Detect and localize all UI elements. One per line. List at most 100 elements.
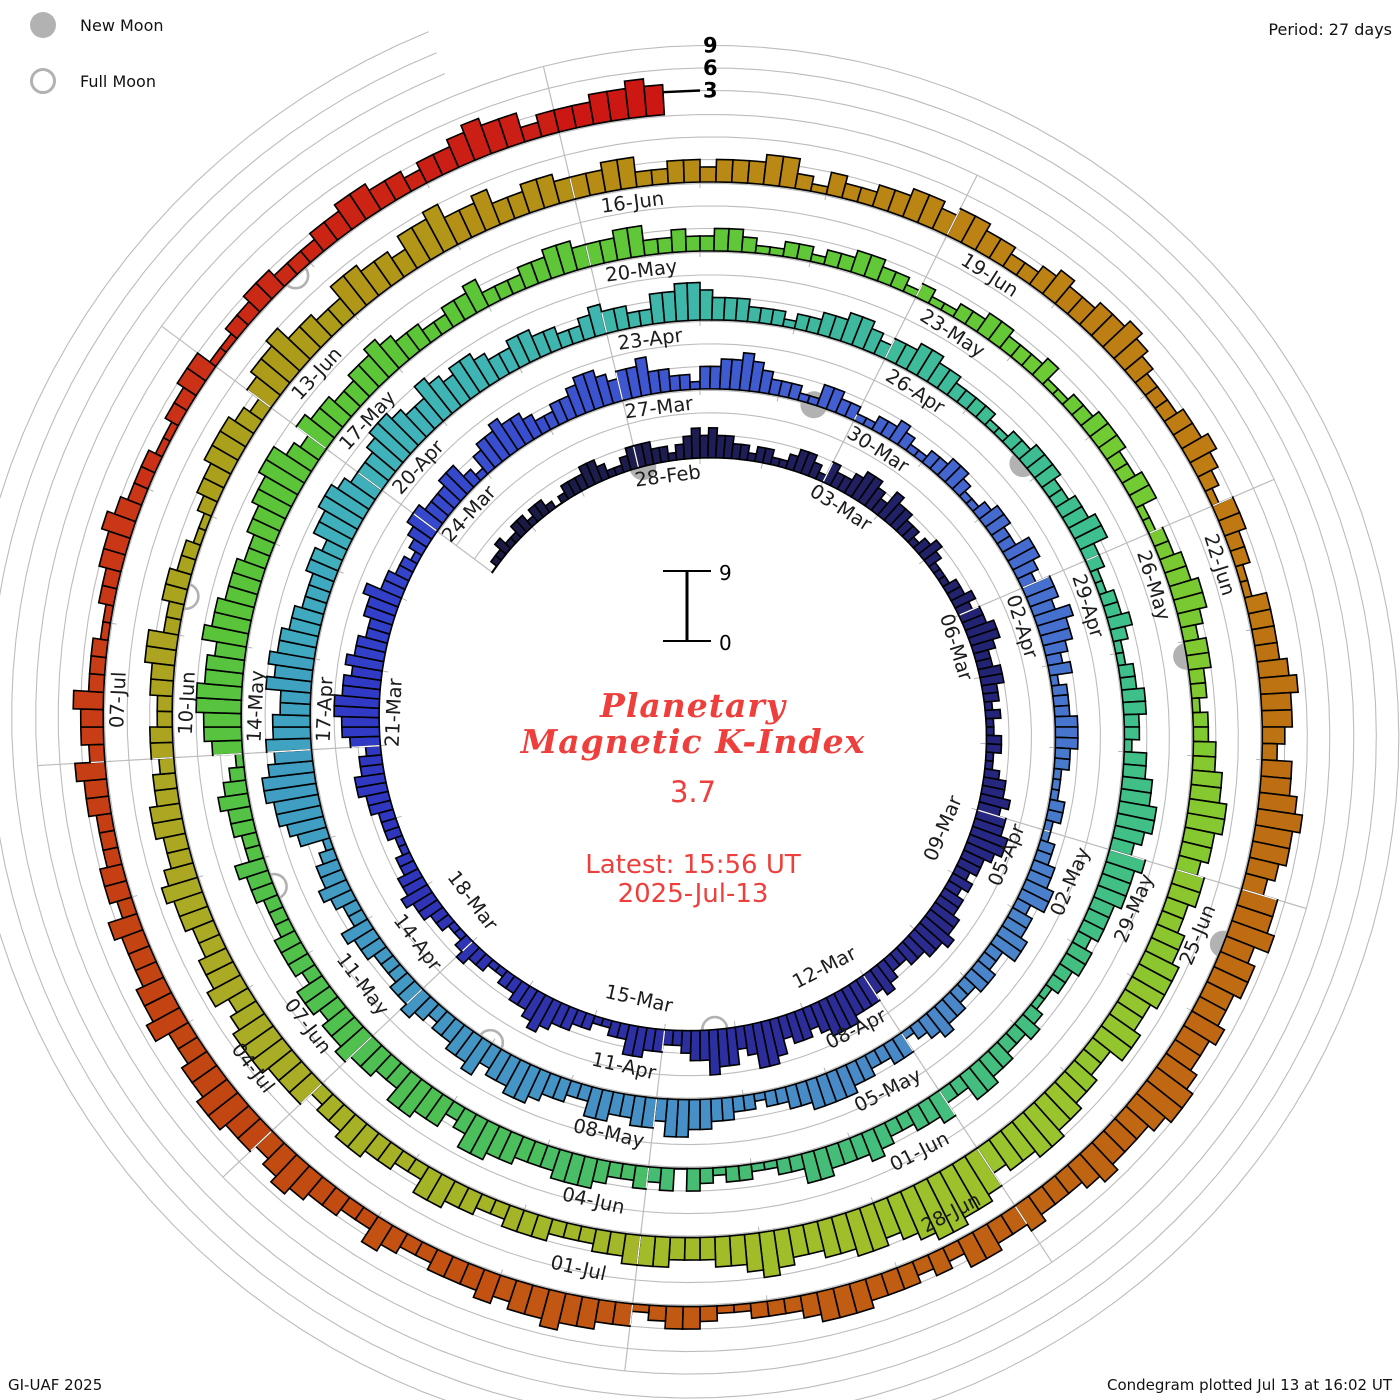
k-bar bbox=[962, 841, 996, 864]
day-tick bbox=[272, 1126, 277, 1131]
k-bar bbox=[145, 628, 180, 652]
k-bar bbox=[784, 1083, 803, 1110]
k-bar bbox=[955, 856, 982, 878]
k-bar bbox=[421, 203, 459, 254]
k-bar bbox=[882, 1037, 906, 1066]
gridline-bar-overlay bbox=[413, 513, 437, 532]
k-bar bbox=[516, 328, 542, 364]
gridline-bar-overlay bbox=[884, 339, 896, 359]
k-bar bbox=[98, 863, 128, 888]
k-bar bbox=[396, 867, 424, 889]
k-bar bbox=[405, 322, 432, 352]
k-bar bbox=[885, 1190, 920, 1241]
day-tick bbox=[1079, 560, 1085, 564]
day-tick bbox=[912, 297, 916, 303]
k-bar bbox=[462, 468, 482, 489]
k-bar bbox=[666, 159, 686, 185]
k-bar bbox=[982, 691, 1001, 703]
k-bar bbox=[508, 980, 531, 1006]
day-tick bbox=[378, 1211, 382, 1216]
k-bar bbox=[1176, 607, 1204, 629]
day-tick bbox=[1206, 506, 1212, 509]
day-tick bbox=[1009, 1019, 1015, 1024]
k-bar bbox=[459, 117, 493, 162]
day-tick bbox=[437, 531, 443, 536]
k-bar bbox=[917, 538, 944, 562]
k-bar bbox=[815, 1287, 841, 1323]
k-bar bbox=[922, 550, 943, 568]
k-bar bbox=[770, 308, 787, 328]
scale-label: 9 bbox=[703, 34, 718, 58]
k-bar bbox=[399, 987, 432, 1019]
k-bar bbox=[987, 320, 1015, 350]
day-tick bbox=[132, 895, 138, 898]
k-bar bbox=[728, 1233, 748, 1267]
k-bar bbox=[768, 246, 786, 258]
k-bar bbox=[1178, 840, 1213, 865]
k-bar bbox=[1097, 433, 1127, 461]
day-tick bbox=[733, 1021, 736, 1027]
day-tick bbox=[1110, 1114, 1115, 1119]
k-bar bbox=[269, 1153, 311, 1196]
k-bar bbox=[1013, 1013, 1041, 1041]
k-bar bbox=[621, 1023, 640, 1057]
k6-spiral-gridline bbox=[0, 52, 1377, 1400]
day-tick bbox=[962, 409, 967, 415]
k-bar bbox=[816, 1216, 843, 1259]
day-tick bbox=[443, 421, 448, 427]
k-bar bbox=[1044, 973, 1067, 995]
day-tick bbox=[488, 306, 492, 312]
k-bar bbox=[1032, 603, 1075, 627]
k-bar bbox=[687, 1098, 701, 1131]
day-tick bbox=[396, 815, 402, 819]
k-bar bbox=[1123, 975, 1166, 1010]
k-bar bbox=[496, 969, 516, 990]
day-tick bbox=[558, 132, 561, 138]
date-label: 01-Jul bbox=[548, 1251, 608, 1286]
k-bar bbox=[1091, 1024, 1133, 1062]
day-tick bbox=[383, 670, 389, 673]
k-bar bbox=[844, 1207, 875, 1258]
k-bar bbox=[160, 876, 204, 905]
k-bar bbox=[157, 756, 177, 776]
k-bar bbox=[427, 374, 463, 415]
k-bar bbox=[799, 1291, 823, 1319]
k-bar bbox=[809, 1000, 832, 1035]
day-tick bbox=[819, 482, 824, 488]
k-bar bbox=[1122, 700, 1148, 716]
k-bar bbox=[720, 1096, 736, 1122]
date-label: 09-Mar bbox=[919, 791, 967, 864]
k-bar bbox=[763, 1088, 779, 1108]
k-bar bbox=[1112, 337, 1149, 372]
k-bar bbox=[1109, 625, 1129, 643]
k-bar bbox=[699, 1098, 713, 1131]
k-bar bbox=[1066, 1152, 1102, 1190]
k-bar bbox=[843, 401, 862, 422]
k-bar bbox=[1189, 451, 1220, 479]
k-bar bbox=[135, 976, 173, 1008]
gridline-bar-overlay bbox=[406, 988, 423, 1004]
k-bar bbox=[390, 408, 428, 447]
k-bar bbox=[713, 1235, 733, 1268]
k-bar bbox=[472, 1268, 502, 1305]
k-bar bbox=[340, 726, 381, 739]
k-bar bbox=[88, 654, 107, 676]
k-bar bbox=[737, 1163, 754, 1182]
date-label: 07-Jul bbox=[105, 671, 131, 728]
k-bar bbox=[1260, 708, 1294, 728]
day-tick bbox=[1037, 827, 1043, 830]
gridline-bar-overlay bbox=[300, 1083, 322, 1104]
k-bar bbox=[683, 1236, 701, 1261]
k-bar bbox=[590, 1228, 612, 1255]
k-bar bbox=[1058, 951, 1087, 978]
k-bar bbox=[90, 637, 109, 659]
k-bar bbox=[1259, 691, 1293, 712]
k-bar bbox=[1248, 840, 1291, 867]
k-bar bbox=[586, 303, 608, 338]
k-bar bbox=[1041, 269, 1076, 305]
k-bar bbox=[615, 156, 638, 191]
k-bar bbox=[908, 1019, 929, 1041]
k-bar bbox=[1039, 627, 1074, 647]
k-bar bbox=[148, 802, 184, 825]
mini-scale-max-label: 9 bbox=[719, 561, 732, 585]
